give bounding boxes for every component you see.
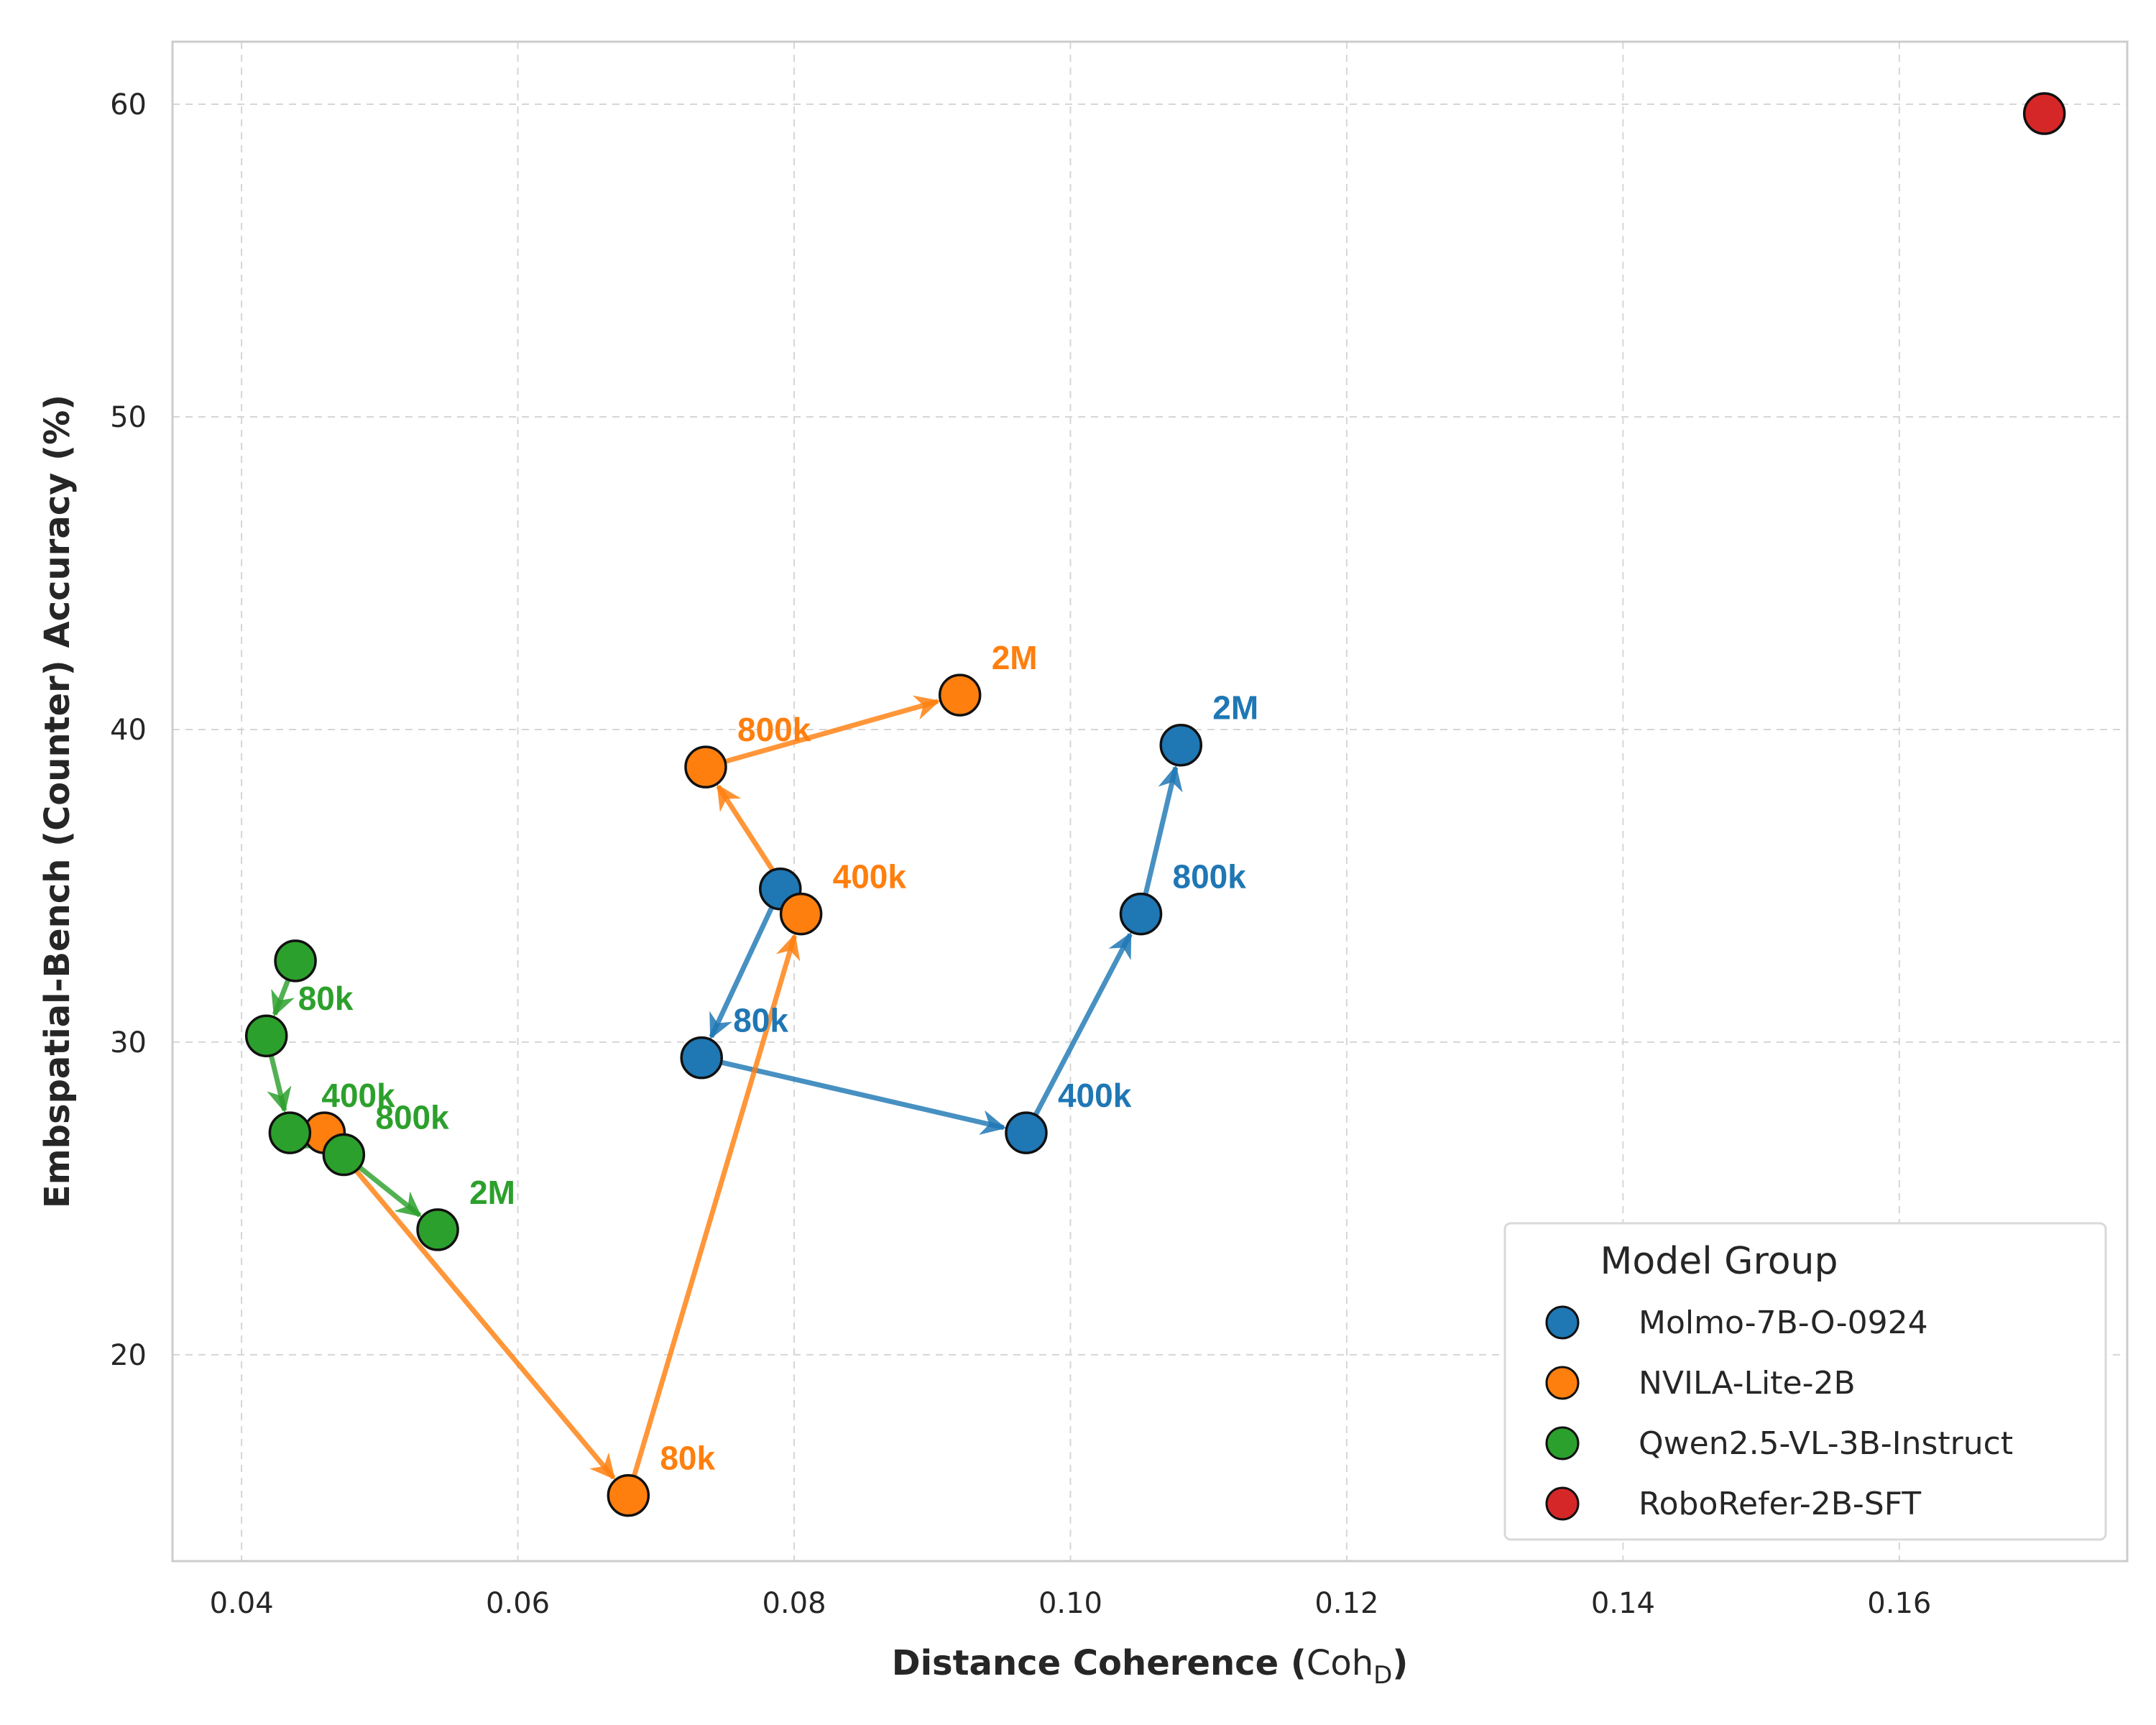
point-label: 400k [833, 858, 907, 896]
point-label: 80k [733, 1002, 788, 1039]
legend-marker [1545, 1366, 1580, 1400]
data-point [1119, 892, 1163, 936]
legend-label: RoboRefer-2B-SFT [1639, 1486, 1921, 1522]
data-point [607, 1473, 650, 1517]
trajectory-arrow [324, 1133, 616, 1480]
data-points [244, 92, 2066, 1517]
y-tick-label: 50 [110, 401, 147, 434]
data-point [1005, 1111, 1048, 1154]
x-tick-label: 0.10 [1038, 1587, 1102, 1620]
x-tick-label: 0.08 [762, 1587, 826, 1620]
trajectory-arrows [264, 695, 1183, 1494]
data-point [416, 1208, 459, 1251]
point-label: 800k [1173, 858, 1247, 896]
data-point [2022, 92, 2066, 135]
data-point [938, 673, 982, 717]
legend-marker [1545, 1486, 1580, 1521]
data-point [779, 892, 823, 936]
legend-box [1503, 1222, 2107, 1541]
x-tick-label: 0.04 [210, 1587, 274, 1620]
legend-label: Qwen2.5-VL-3B-Instruct [1639, 1425, 2013, 1462]
x-axis-title: Distance Coherence (CohD) [892, 1643, 1409, 1690]
data-point [268, 1111, 312, 1154]
y-tick-label: 30 [110, 1026, 147, 1059]
legend-marker [1545, 1426, 1580, 1460]
x-tick-label: 0.16 [1867, 1587, 1931, 1620]
legend-label: NVILA-Lite-2B [1639, 1365, 1856, 1402]
trajectory-arrow [709, 890, 782, 1039]
point-label: 2M [469, 1174, 515, 1211]
y-tick-label: 40 [110, 714, 147, 747]
legend-label: Molmo-7B-O-0924 [1639, 1305, 1928, 1341]
data-point [322, 1133, 366, 1177]
point-label: 80k [298, 980, 354, 1017]
y-tick-label: 20 [110, 1339, 147, 1372]
legend-title: Model Group [1600, 1240, 1838, 1283]
point-label: 800k [375, 1099, 449, 1136]
point-label: 400k [1058, 1077, 1132, 1114]
data-point [274, 939, 317, 983]
grid-lines [172, 42, 2127, 1561]
plot-frame [171, 40, 2129, 1563]
point-label: 80k [660, 1440, 715, 1477]
x-tick-label: 0.14 [1591, 1587, 1655, 1620]
axes: 0.04 0.06 0.08 0.10 0.12 0.14 0.16 20 30 40 50 60 Di… [37, 40, 2129, 1690]
x-tick-label: 0.06 [486, 1587, 550, 1620]
data-point [1159, 723, 1203, 767]
legend-marker [1545, 1305, 1580, 1340]
data-point [680, 1036, 723, 1080]
point-label: 400k [321, 1077, 395, 1114]
point-label: 800k [737, 711, 811, 748]
data-point [684, 745, 727, 788]
y-axis-title: Embspatial-Bench (Counter) Accuracy (%) [37, 395, 78, 1208]
y-tick-label: 60 [110, 88, 147, 121]
point-label: 2M [992, 639, 1038, 676]
data-point [244, 1014, 288, 1057]
trajectory-arrow [1139, 765, 1183, 912]
x-tick-label: 0.12 [1314, 1587, 1378, 1620]
legend: Model Group Molmo-7B-O-0924 NVILA-Lite-2B Q… [1503, 1222, 2107, 1541]
point-label: 2M [1212, 689, 1258, 727]
trajectory-arrow [1025, 932, 1133, 1132]
trajectory-arrow [707, 695, 941, 769]
trajectory-arrow [627, 933, 801, 1494]
